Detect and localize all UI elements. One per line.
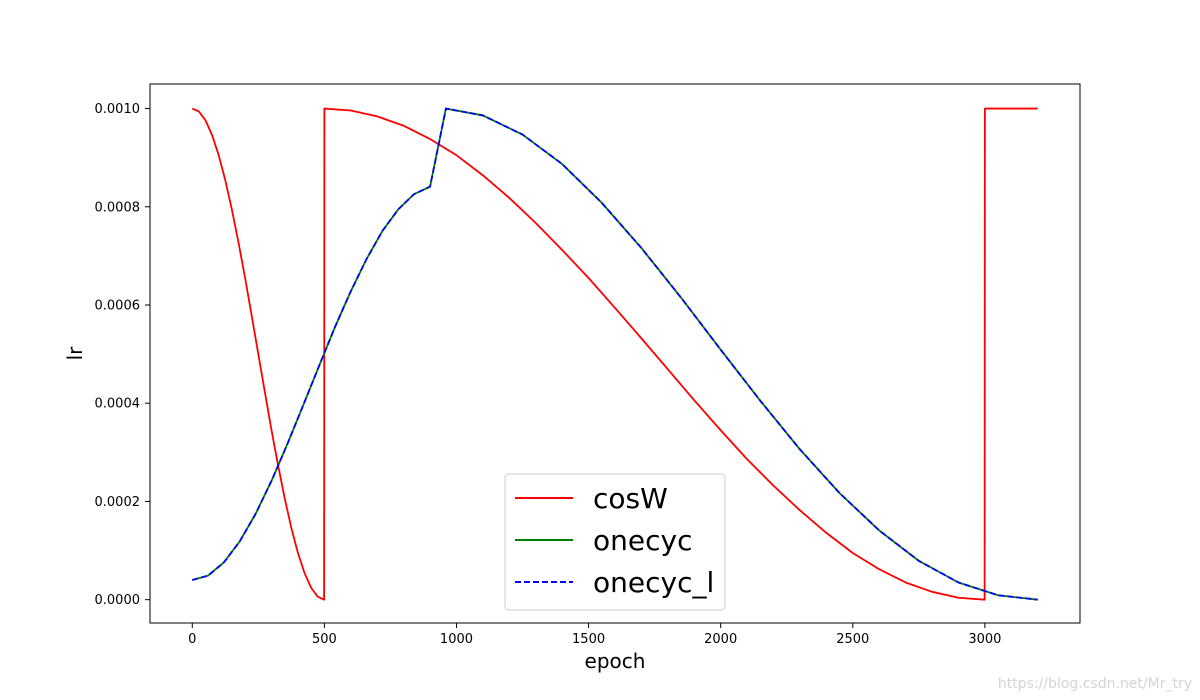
series-line-onecyc-l — [192, 107, 1038, 601]
x-tick-label: 500 — [312, 632, 337, 647]
x-tick-label: 1500 — [572, 632, 605, 647]
legend-label: cosW — [593, 482, 668, 515]
x-tick-label: 2000 — [704, 632, 737, 647]
x-tick-label: 0 — [188, 632, 196, 647]
legend-label: onecyc — [593, 524, 692, 557]
x-tick-label: 2500 — [836, 632, 869, 647]
x-axis-ticks: 0 500 1000 1500 2000 2500 3000 — [188, 623, 1001, 647]
y-axis-label: lr — [63, 346, 87, 361]
y-tick-label: 0.0010 — [95, 102, 141, 117]
x-tick-label: 1000 — [440, 632, 473, 647]
axes-frame — [149, 83, 1081, 624]
series-line-cosW — [191, 107, 1038, 601]
y-tick-label: 0.0008 — [95, 200, 141, 215]
x-tick-label: 3000 — [968, 632, 1001, 647]
watermark: https://blog.csdn.net/Mr_try — [998, 676, 1192, 692]
y-tick-label: 0.0000 — [95, 593, 141, 608]
y-tick-label: 0.0002 — [95, 495, 141, 510]
y-axis-ticks: 0.0000 0.0002 0.0004 0.0006 0.0008 0.0010 — [95, 102, 150, 608]
plot-area — [149, 83, 1081, 624]
legend-label: onecyc_l — [593, 566, 714, 599]
legend: cosW onecyc onecyc_l — [504, 473, 726, 611]
x-axis-label: epoch — [585, 649, 646, 673]
legend-box — [504, 473, 726, 611]
series-layer — [191, 107, 1038, 601]
y-tick-label: 0.0006 — [95, 299, 141, 314]
y-tick-label: 0.0004 — [95, 397, 141, 412]
